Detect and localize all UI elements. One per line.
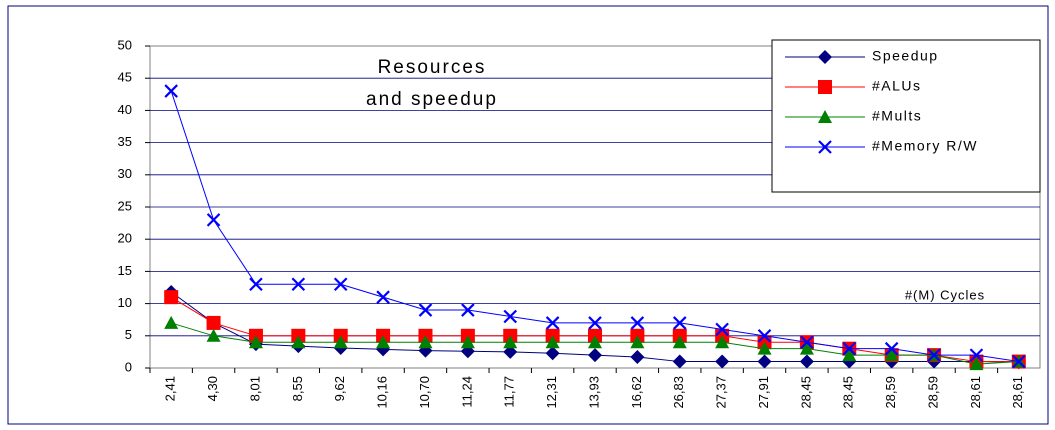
legend-marker [818,80,832,94]
data-point [799,354,814,369]
data-point [164,315,179,329]
x-tick-label: 28,59 [883,376,898,409]
x-tick-label: 12,31 [544,376,559,409]
legend-label: #ALUs [872,78,922,94]
data-point [333,335,348,349]
data-point [842,348,857,362]
data-point [206,315,221,330]
data-point [842,341,857,356]
data-point [376,335,391,349]
x-tick-label: 8,55 [290,376,305,401]
data-point [545,346,560,361]
legend-marker [818,110,832,123]
legend-label: #Mults [872,108,922,124]
data-point [672,335,687,349]
data-point [248,335,263,349]
x-tick-label: 13,93 [586,376,601,409]
data-point [461,303,475,317]
x-tick-label: 27,91 [756,376,771,409]
data-point [799,341,814,355]
data-point [333,277,348,292]
x-tick-label: 16,62 [629,376,644,409]
data-point [757,341,772,355]
data-point [630,350,645,365]
data-point [418,335,433,349]
data-point [503,335,518,349]
data-point [1012,354,1026,369]
x-tick-label: 9,62 [332,376,347,401]
data-point [884,348,899,362]
data-point [545,335,560,349]
x-axis-label: #(M) Cycles [905,287,985,302]
data-point [800,335,814,350]
y-tick-label: 40 [118,102,132,117]
data-point [927,348,941,362]
data-point [206,328,221,342]
legend-marker [818,50,832,64]
y-tick-label: 5 [125,327,132,342]
x-tick-label: 4,30 [205,376,220,401]
x-tick-label: 28,45 [798,376,813,409]
data-point [588,316,602,330]
x-tick-label: 11,24 [459,376,474,408]
data-point [672,354,687,369]
chart-title-line: and speedup [366,89,498,110]
data-point [503,344,518,359]
data-point [630,335,645,349]
x-tick-label: 2,41 [163,376,178,401]
x-tick-label: 10,16 [375,376,390,409]
x-tick-label: 26,83 [671,376,686,409]
data-point [757,354,772,369]
x-tick-label: 28,45 [841,376,856,409]
x-tick-label: 27,37 [714,376,729,409]
data-point [969,348,984,362]
x-tick-label: 28,61 [1010,376,1025,409]
x-tick-label: 11,77 [502,376,517,408]
legend [771,39,1041,193]
data-point [460,335,475,349]
data-point [715,335,730,349]
data-point [206,213,221,227]
data-point [376,290,390,304]
data-point [164,84,178,98]
x-tick-label: 28,61 [968,376,983,409]
data-point [164,290,179,305]
data-point [588,335,602,349]
data-point [503,309,518,324]
y-tick-label: 20 [118,231,132,246]
x-tick-label: 8,01 [247,376,262,401]
data-point [418,303,433,317]
y-tick-label: 35 [118,134,132,149]
y-tick-label: 50 [118,37,132,52]
data-point [291,277,306,292]
y-tick-label: 15 [118,263,132,278]
y-tick-label: 45 [118,70,132,85]
x-tick-label: 10,70 [417,376,432,409]
data-point [630,316,645,330]
chart-title-line: Resources [378,57,487,78]
data-point [969,357,984,371]
chart-title: Resources and speedup [366,57,498,110]
data-point [672,316,687,330]
legend-label: #Memory R/W [872,138,978,154]
y-tick-label: 25 [118,198,132,213]
legend-marker [818,140,832,154]
data-point [884,341,899,356]
y-tick-label: 30 [118,166,132,181]
data-point [715,322,729,337]
data-point [715,354,730,369]
x-tick-label: 28,59 [925,376,940,409]
data-point [588,348,602,363]
data-point [545,316,560,330]
data-point [249,277,263,292]
data-point [291,335,306,349]
data-point [757,329,772,343]
y-tick-label: 10 [118,295,132,310]
y-tick-label: 0 [125,359,132,374]
legend-label: Speedup [872,48,939,64]
